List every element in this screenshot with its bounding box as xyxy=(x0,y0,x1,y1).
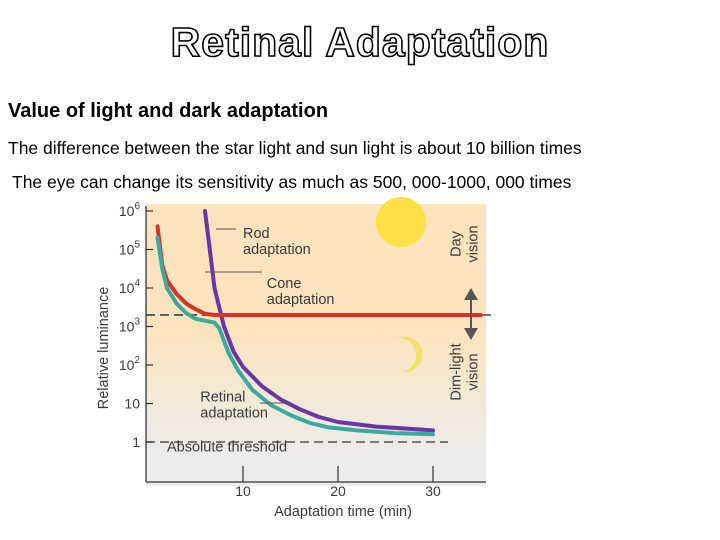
y-tick-label-4: 104 xyxy=(119,278,141,296)
y-tick-label-5: 105 xyxy=(119,240,141,258)
series-line-2 xyxy=(155,236,435,437)
y-axis-label: Relative luminance xyxy=(96,287,112,410)
x-axis-label: Adaptation time (min) xyxy=(274,504,412,520)
annotation-0-line-0: Rod xyxy=(243,226,270,242)
side-label-1: Dim-light vision xyxy=(449,343,482,400)
x-tick-label-10: 10 xyxy=(235,483,251,499)
side-label-1-line-1: vision xyxy=(466,353,482,390)
y-tick-label-3: 103 xyxy=(119,317,141,335)
y-tick-label-6: 106 xyxy=(119,201,141,219)
x-tick-label-30: 30 xyxy=(425,483,441,499)
annotation-2-line-1: adaptation xyxy=(200,406,268,422)
side-label-1-line-0: Dim-light xyxy=(449,343,465,400)
moon-icon xyxy=(397,336,423,373)
y-tick-label-0: 1 xyxy=(132,434,140,450)
y-tick-exponent-4: 4 xyxy=(134,278,140,289)
fact-line-1: The difference between the star light an… xyxy=(8,138,582,158)
plot-background xyxy=(146,204,486,486)
slide-subhead: Value of light and dark adaptation xyxy=(8,100,329,122)
sun-icon xyxy=(376,197,426,247)
fact-line-2: The eye can change its sensitivity as mu… xyxy=(12,172,572,192)
slide-title: Retinal Adaptation xyxy=(170,19,550,65)
x-tick-label-20: 20 xyxy=(330,483,346,499)
y-tick-exponent-6: 6 xyxy=(134,201,140,212)
y-tick-label-1: 10 xyxy=(124,396,140,412)
annotation-3-line-0: Absolute threshold xyxy=(167,440,287,456)
transition-arrow-down xyxy=(464,328,478,340)
y-tick-exponent-2: 2 xyxy=(134,355,140,366)
side-label-0-line-1: vision xyxy=(466,225,482,262)
annotation-1-line-1: adaptation xyxy=(267,292,335,308)
side-label-0-line-0: Day xyxy=(449,230,465,257)
y-tick-exponent-5: 5 xyxy=(134,240,140,251)
series-line-0 xyxy=(203,209,435,433)
y-tick-exponent-3: 3 xyxy=(134,317,140,328)
transition-arrow-up xyxy=(464,288,478,300)
annotation-0-line-1: adaptation xyxy=(243,242,311,258)
adaptation-chart: 1 10 102 103 104 105 106 10 20 30 Adaptation time … xyxy=(96,197,493,520)
side-label-0: Day vision xyxy=(449,225,482,262)
annotation-2-line-0: Retinal xyxy=(200,390,245,406)
annotation-1-line-0: Cone xyxy=(267,276,302,292)
y-tick-label-2: 102 xyxy=(119,355,141,373)
